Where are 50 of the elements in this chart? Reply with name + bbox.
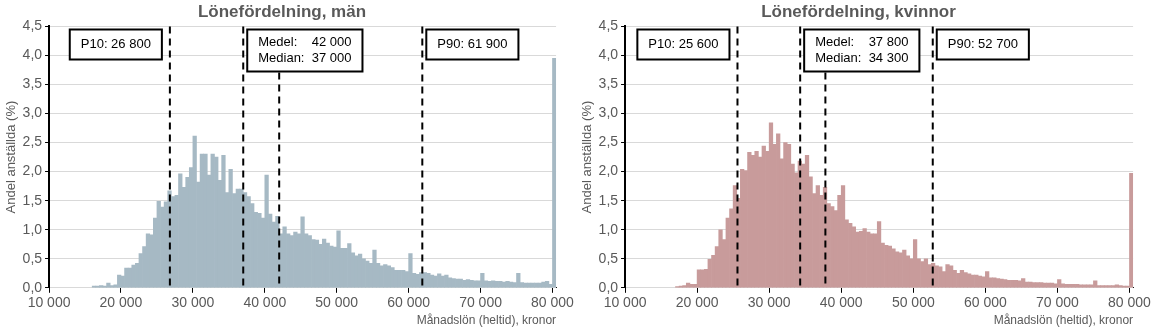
y-tick-label: 3,0 — [22, 104, 43, 121]
y-axis-title: Andel anställda (%) — [3, 100, 19, 214]
x-tick-label: 80 000 — [531, 294, 575, 311]
y-tick-label: 4,0 — [22, 46, 43, 63]
y-tick-label: 1,5 — [22, 191, 43, 208]
x-tick-label: 60 000 — [963, 294, 1007, 311]
x-tick-label: 50 000 — [315, 294, 359, 311]
y-tick-label: 0,5 — [22, 249, 43, 266]
x-tick-label: 80 000 — [1108, 294, 1152, 311]
y-tick-label: 3,5 — [22, 75, 43, 92]
ref-line-label: Median: 37 000 — [258, 49, 352, 65]
y-tick-label: 0,5 — [598, 249, 619, 266]
y-tick-label: 3,0 — [598, 104, 619, 121]
x-axis-title: Månadslön (heltid), kronor — [993, 313, 1134, 328]
x-tick-label: 60 000 — [387, 294, 431, 311]
y-tick-label: 1,0 — [598, 220, 619, 237]
x-axis-title: Månadslön (heltid), kronor — [416, 313, 557, 328]
ref-line-label: P90: 52 700 — [947, 35, 1018, 51]
x-tick-label: 20 000 — [99, 294, 143, 311]
y-tick-label: 2,0 — [22, 162, 43, 179]
ref-line-label: P10: 25 600 — [648, 35, 719, 51]
ref-line-label: Median: 34 300 — [815, 49, 909, 65]
chart-title: Lönefördelning, kvinnor — [761, 1, 957, 21]
y-tick-label: 0,0 — [22, 278, 43, 295]
y-tick-label: 3,5 — [598, 75, 619, 92]
x-tick-label: 50 000 — [891, 294, 935, 311]
chart-title: Lönefördelning, män — [197, 1, 367, 21]
x-tick-label: 20 000 — [675, 294, 719, 311]
y-tick-label: 2,0 — [598, 162, 619, 179]
ref-line-label: P10: 26 800 — [80, 35, 151, 51]
x-tick-label: 40 000 — [243, 294, 287, 311]
y-axis-title: Andel anställda (%) — [579, 100, 595, 214]
ref-line-label: P90: 61 900 — [437, 35, 508, 51]
y-tick-label: 1,5 — [598, 191, 619, 208]
x-tick-label: 10 000 — [27, 294, 71, 311]
x-tick-label: 10 000 — [603, 294, 647, 311]
ref-line-label: Medel: 42 000 — [258, 33, 352, 49]
x-tick-label: 30 000 — [747, 294, 791, 311]
y-tick-label: 4,5 — [598, 17, 619, 34]
y-tick-label: 2,5 — [598, 133, 619, 150]
y-tick-label: 4,0 — [598, 46, 619, 63]
x-tick-label: 40 000 — [819, 294, 863, 311]
x-tick-label: 30 000 — [171, 294, 215, 311]
y-tick-label: 0,0 — [598, 278, 619, 295]
y-tick-label: 2,5 — [22, 133, 43, 150]
ref-line-label: Medel: 37 800 — [815, 33, 909, 49]
y-tick-label: 4,5 — [22, 17, 43, 34]
x-tick-label: 70 000 — [459, 294, 503, 311]
y-tick-label: 1,0 — [22, 220, 43, 237]
x-tick-label: 70 000 — [1036, 294, 1080, 311]
